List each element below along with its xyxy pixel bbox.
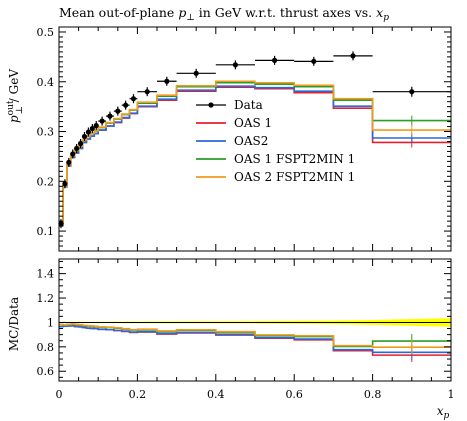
data-point	[58, 221, 64, 227]
data-point	[74, 145, 80, 152]
data-point	[130, 96, 137, 102]
ratio-y-tick-label: 0.6	[37, 365, 55, 378]
ratio-oas-2-fspt2min-1-line	[59, 323, 451, 349]
y-tick-label: 0.1	[37, 225, 55, 238]
legend-label-data: Data	[234, 98, 263, 112]
ratio-y-tick-label: 1.2	[37, 292, 55, 305]
ratio-y-tick-label: 0.8	[37, 341, 55, 354]
ratio-panel: 0 0.2 0.4 0.6 0.8 1 0.6 0.8 1 1.2 1.4	[37, 258, 455, 401]
data-point	[99, 118, 105, 124]
main-panel: 0.1 0.2 0.3 0.4 0.5	[37, 26, 452, 381]
data-point	[272, 57, 278, 63]
data-point	[193, 70, 199, 76]
data-point	[77, 140, 84, 147]
x-tick-label: 0.8	[364, 388, 382, 401]
data-point	[409, 89, 415, 95]
legend-label-oas-1-fspt2min-1: OAS 1 FSPT2MIN 1	[234, 152, 355, 166]
data-point	[81, 133, 88, 140]
y-tick-label: 0.2	[37, 175, 55, 188]
data-point	[89, 125, 95, 132]
data-point	[70, 151, 76, 157]
ratio-y-tick-label: 1	[47, 316, 54, 329]
x-tick-label: 1	[448, 388, 455, 401]
ratio-y-tick-label: 1.4	[37, 268, 55, 281]
legend: Data OAS 1 OAS2 OAS 1 FSPT2MIN 1 OAS 2 FSPT2…	[196, 98, 355, 184]
x-tick-label: 0	[56, 388, 63, 401]
ratio-axis-label: MC/Data	[7, 297, 21, 351]
ratio-frame	[58, 258, 452, 382]
data-point	[66, 159, 72, 165]
x-tick-label: 0.4	[207, 388, 225, 401]
x-tick-label: 0.6	[285, 388, 303, 401]
data-point	[144, 89, 150, 95]
data-point	[85, 129, 91, 135]
data-point	[123, 102, 129, 108]
data-point	[311, 58, 317, 64]
data-point	[93, 122, 99, 129]
y-tick-label: 0.4	[37, 76, 55, 89]
legend-marker-data	[208, 102, 214, 108]
chart-title: Mean out-of-plane p⊥ in GeV w.r.t. thrus…	[59, 5, 389, 23]
legend-label-oas2: OAS2	[234, 134, 268, 148]
data-point	[107, 113, 113, 119]
data-point	[164, 78, 170, 84]
data-point	[232, 62, 238, 68]
x-axis-label: xp	[437, 404, 450, 421]
data-point	[115, 108, 121, 114]
y-tick-label: 0.3	[37, 126, 55, 139]
y-tick-label: 0.5	[37, 26, 55, 39]
legend-label-oas-1: OAS 1	[234, 116, 272, 130]
data-point	[350, 53, 356, 59]
x-tick-label: 0.2	[129, 388, 147, 401]
ratio-oas2-line	[59, 325, 451, 354]
y-axis-label: pout⊥ / GeV	[6, 69, 25, 123]
legend-label-oas-2-fspt2min-1: OAS 2 FSPT2MIN 1	[234, 170, 355, 184]
data-point	[62, 181, 68, 187]
